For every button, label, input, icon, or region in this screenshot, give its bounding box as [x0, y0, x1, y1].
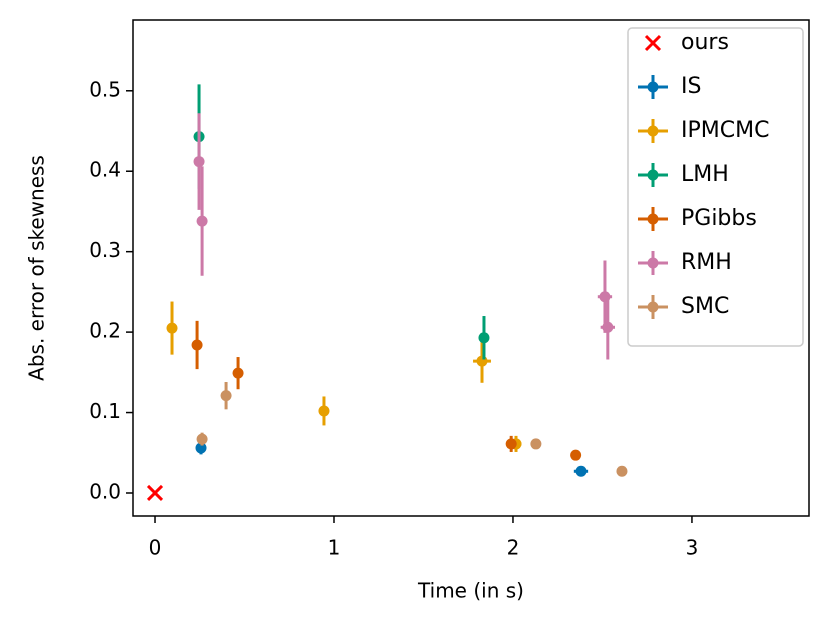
point: [193, 156, 205, 168]
legend-label: ours: [681, 30, 729, 55]
point: [166, 322, 178, 334]
point: [616, 465, 628, 477]
legend-label: PGibbs: [681, 206, 757, 231]
x-tick-label: 0: [149, 536, 162, 560]
legend-label: LMH: [681, 162, 729, 187]
point: [191, 339, 203, 351]
legend-marker: [647, 125, 659, 137]
legend-box: [627, 27, 804, 347]
y-tick-label: 0.0: [89, 479, 121, 503]
point: [196, 215, 208, 227]
legend-marker: [647, 169, 659, 181]
point: [146, 484, 164, 502]
cross: [146, 484, 164, 502]
point: [575, 465, 587, 477]
legend-label: SMC: [681, 294, 729, 319]
cross: [644, 34, 662, 52]
legend-label: IPMCMC: [681, 118, 769, 143]
point: [478, 332, 490, 344]
point: [505, 438, 517, 450]
point: [220, 390, 232, 402]
x-tick-label: 1: [328, 536, 341, 560]
legend-marker: [647, 301, 659, 313]
legend-label: IS: [681, 74, 701, 99]
legend-marker: [647, 257, 659, 269]
point: [602, 321, 614, 333]
point: [232, 367, 244, 379]
legend-marker: [647, 81, 659, 93]
y-tick-label: 0.3: [89, 238, 121, 262]
legend-label: RMH: [681, 250, 732, 275]
x-tick-label: 3: [686, 536, 699, 560]
legend-marker: [644, 34, 662, 52]
point: [476, 355, 488, 367]
y-axis-label: Abs. error of skewness: [25, 155, 49, 381]
legend-marker: [647, 213, 659, 225]
point: [570, 449, 582, 461]
y-tick-label: 0.2: [89, 319, 121, 343]
plot-frame: [132, 19, 810, 517]
point: [530, 438, 542, 450]
x-axis-label: Time (in s): [417, 579, 524, 603]
x-tick-label: 2: [507, 536, 520, 560]
point: [318, 405, 330, 417]
y-tick-label: 0.5: [89, 77, 121, 101]
point: [195, 442, 207, 454]
point: [196, 433, 208, 445]
y-tick-label: 0.4: [89, 158, 121, 182]
y-tick-label: 0.1: [89, 399, 121, 423]
